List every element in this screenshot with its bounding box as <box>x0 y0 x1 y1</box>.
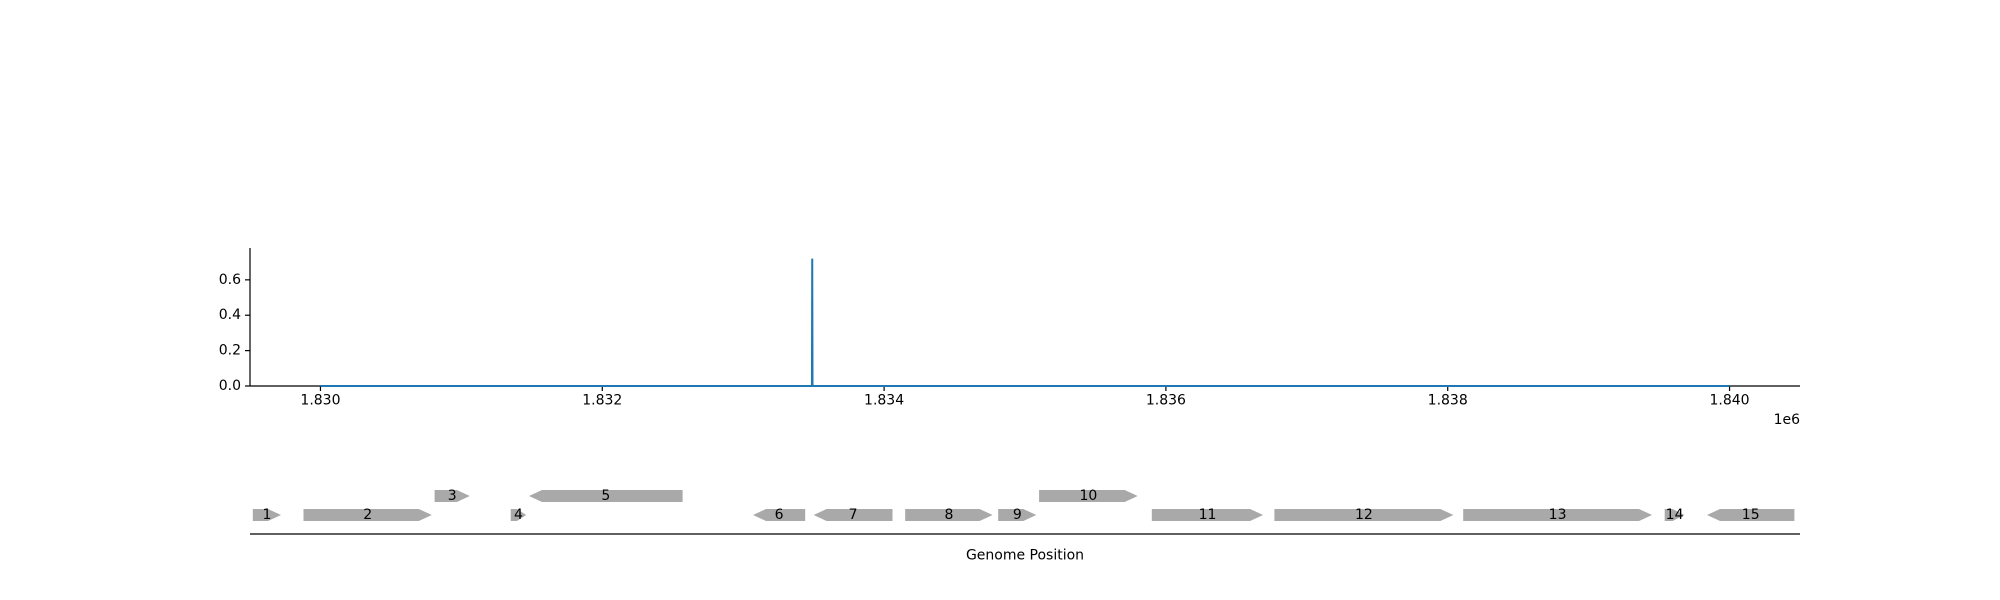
gene-arrow-6 <box>753 509 806 521</box>
gene-label-4: 4 <box>514 507 523 523</box>
gene-arrow-5 <box>529 490 683 502</box>
coverage-plot: 0.00.20.40.6 1.830 1.832 1.834 1.836 1.838 1.… <box>219 248 1800 428</box>
coverage-line <box>320 258 1730 387</box>
y-tick-label: 0.2 <box>219 343 241 359</box>
y-tick-label: 0.6 <box>219 272 241 288</box>
gene-label-1: 1 <box>262 507 271 523</box>
gene-arrow-7 <box>813 509 893 521</box>
x-tick-label: 1.830 <box>300 393 340 409</box>
gene-arrow-13 <box>1463 509 1652 521</box>
gene-label-13: 13 <box>1549 507 1567 523</box>
x-offset-label: 1e6 <box>1774 412 1801 428</box>
gene-label-11: 11 <box>1199 507 1217 523</box>
x-ticks: 1.830 1.832 1.834 1.836 1.838 1.840 <box>300 386 1750 409</box>
x-tick-label: 1.836 <box>1146 393 1186 409</box>
y-tick-label: 0.4 <box>219 307 241 323</box>
x-tick-label: 1.838 <box>1428 393 1468 409</box>
gene-label-6: 6 <box>775 507 784 523</box>
gene-arrow-9 <box>998 509 1037 521</box>
gene-label-15: 15 <box>1742 507 1760 523</box>
gene-arrow-2 <box>303 509 432 521</box>
gene-arrow-11 <box>1151 509 1264 521</box>
y-ticks: 0.0 0.2 0.4 0.6 <box>219 272 250 394</box>
gene-arrow-15 <box>1707 509 1795 521</box>
gene-arrow-12 <box>1274 509 1454 521</box>
x-tick-label: 1.840 <box>1709 393 1749 409</box>
gene-label-12: 12 <box>1355 507 1373 523</box>
gene-label-7: 7 <box>849 507 858 523</box>
y-tick-label: 0.0 <box>219 378 241 394</box>
gene-label-2: 2 <box>363 507 372 523</box>
gene-arrow-10 <box>1039 490 1138 502</box>
x-axis-title: Genome Position <box>966 548 1084 564</box>
gene-arrow-14 <box>1664 509 1685 521</box>
gene-label-5: 5 <box>601 488 610 504</box>
gene-arrow-3 <box>434 490 470 502</box>
gene-label-10: 10 <box>1079 488 1097 504</box>
gene-arrow-1 <box>252 509 281 521</box>
gene-label-3: 3 <box>448 488 457 504</box>
gene-label-8: 8 <box>944 507 953 523</box>
x-tick-label: 1.834 <box>864 393 904 409</box>
gene-label-14: 14 <box>1666 507 1684 523</box>
gene-arrow-4 <box>510 509 527 521</box>
gene-arrow-8 <box>905 509 993 521</box>
x-tick-label: 1.832 <box>582 393 622 409</box>
gene-label-9: 9 <box>1013 507 1022 523</box>
